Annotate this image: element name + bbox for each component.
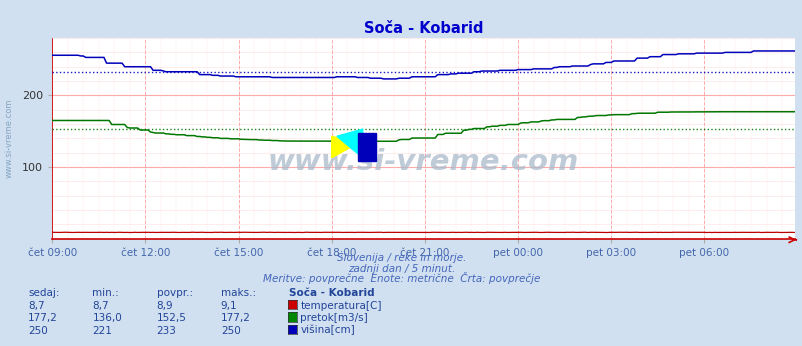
Polygon shape [331, 136, 357, 158]
Text: 250: 250 [28, 326, 48, 336]
Text: 221: 221 [92, 326, 112, 336]
Text: Slovenija / reke in morje.: Slovenija / reke in morje. [336, 253, 466, 263]
Text: min.:: min.: [92, 288, 119, 298]
Text: 8,7: 8,7 [92, 301, 109, 311]
Text: Meritve: povprečne  Enote: metrične  Črta: povprečje: Meritve: povprečne Enote: metrične Črta:… [262, 272, 540, 284]
Text: 8,9: 8,9 [156, 301, 173, 311]
Text: 8,7: 8,7 [28, 301, 45, 311]
Text: temperatura[C]: temperatura[C] [300, 301, 381, 311]
Text: www.si-vreme.com: www.si-vreme.com [268, 148, 578, 176]
Bar [357, 133, 375, 161]
Text: Soča - Kobarid: Soča - Kobarid [289, 288, 375, 298]
Title: Soča - Kobarid: Soča - Kobarid [363, 20, 483, 36]
Text: višina[cm]: višina[cm] [300, 325, 354, 336]
Text: 136,0: 136,0 [92, 313, 122, 323]
Text: pretok[m3/s]: pretok[m3/s] [300, 313, 367, 323]
Text: 177,2: 177,2 [221, 313, 250, 323]
Text: 233: 233 [156, 326, 176, 336]
Text: povpr.:: povpr.: [156, 288, 192, 298]
Polygon shape [337, 129, 363, 158]
Text: 177,2: 177,2 [28, 313, 58, 323]
Text: 152,5: 152,5 [156, 313, 186, 323]
Text: maks.:: maks.: [221, 288, 256, 298]
Text: 250: 250 [221, 326, 241, 336]
Text: sedaj:: sedaj: [28, 288, 59, 298]
Text: www.si-vreme.com: www.si-vreme.com [5, 99, 14, 178]
Text: zadnji dan / 5 minut.: zadnji dan / 5 minut. [347, 264, 455, 274]
Text: 9,1: 9,1 [221, 301, 237, 311]
